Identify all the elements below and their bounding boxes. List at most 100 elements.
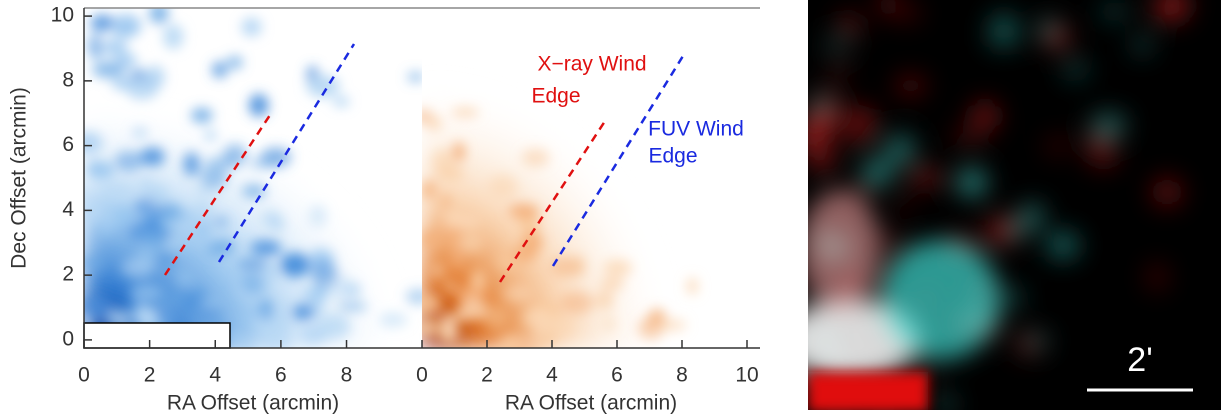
blob <box>1086 137 1112 151</box>
blob <box>854 107 872 132</box>
blob <box>439 168 465 178</box>
blob <box>654 318 687 332</box>
blob <box>881 0 894 16</box>
blob <box>104 204 115 227</box>
y-tick-label: 4 <box>62 198 74 221</box>
blob <box>258 298 274 321</box>
blobs <box>422 107 698 348</box>
blob <box>152 291 186 307</box>
blob <box>488 174 518 200</box>
mask-box <box>83 322 231 349</box>
x-tick-label: 0 <box>416 364 428 387</box>
blob <box>280 252 310 278</box>
blob <box>1065 64 1087 76</box>
blue-map <box>84 8 422 348</box>
blob <box>200 166 228 189</box>
blob <box>810 148 833 171</box>
blob <box>1101 6 1127 18</box>
annotation: Edge <box>531 85 580 108</box>
blob <box>141 177 152 200</box>
scale-label: 2' <box>1127 341 1152 379</box>
fuv-edge-line <box>217 43 356 263</box>
blob <box>512 246 537 262</box>
blob <box>132 128 148 137</box>
blob <box>1150 265 1165 289</box>
blob <box>455 285 487 301</box>
blob <box>85 198 103 224</box>
blob <box>1091 116 1125 134</box>
x-tick-label: 10 <box>735 364 758 387</box>
blob <box>100 184 134 196</box>
blob <box>1089 152 1118 165</box>
blob <box>897 8 920 18</box>
blob <box>84 184 92 203</box>
blob <box>422 325 431 335</box>
blob <box>813 89 845 98</box>
blob <box>103 38 128 57</box>
blob <box>952 131 986 142</box>
blob <box>602 259 632 277</box>
blob <box>1023 205 1042 226</box>
blob <box>163 24 184 50</box>
xray-edge-line <box>163 114 272 276</box>
blob <box>165 235 186 248</box>
blob <box>686 277 698 295</box>
blob <box>1047 139 1068 153</box>
x-tick-label: 4 <box>546 364 558 387</box>
blob <box>223 144 247 167</box>
blob <box>1048 234 1078 256</box>
blob <box>940 392 952 410</box>
y-tick-label: 10 <box>51 4 74 27</box>
blob <box>111 13 142 38</box>
blob <box>211 61 228 78</box>
blob <box>337 301 368 312</box>
blob <box>178 291 209 312</box>
blob <box>84 258 107 267</box>
blob <box>822 40 851 49</box>
blob <box>840 14 859 35</box>
blob <box>1006 289 1019 307</box>
blob <box>426 115 442 131</box>
glow <box>880 240 1000 360</box>
blob <box>833 61 846 78</box>
blob <box>276 298 289 325</box>
x-tick-label: 8 <box>341 364 353 387</box>
blob <box>985 228 1011 247</box>
blob <box>599 277 624 291</box>
blob <box>973 103 997 128</box>
annotation: FUV Wind <box>648 118 744 141</box>
blob <box>482 305 508 330</box>
x-tick-label: 6 <box>611 364 623 387</box>
x-tick-label: 2 <box>481 364 493 387</box>
blob <box>86 161 115 179</box>
x-tick-label: 0 <box>78 364 90 387</box>
color-image <box>808 0 1221 410</box>
blob <box>439 319 459 343</box>
blob <box>90 14 116 32</box>
annotation: Edge <box>648 145 697 168</box>
blob <box>379 312 408 328</box>
blob <box>532 341 544 348</box>
blob <box>422 293 439 314</box>
blob <box>194 200 212 224</box>
blob <box>422 230 443 248</box>
blob <box>240 272 265 296</box>
blob <box>261 210 281 227</box>
blob <box>405 288 422 305</box>
blob <box>881 232 900 252</box>
blob <box>887 136 914 162</box>
blob <box>109 208 135 228</box>
x-tick-label: 6 <box>275 364 287 387</box>
blob <box>1048 27 1068 48</box>
y-tick-label: 6 <box>62 133 74 156</box>
blob <box>241 185 266 198</box>
blob <box>333 96 350 107</box>
blob <box>178 210 197 224</box>
blob <box>603 316 615 331</box>
blob <box>227 56 243 69</box>
blob <box>249 158 276 169</box>
y-tick-label: 2 <box>62 263 74 286</box>
blob <box>87 33 104 58</box>
blob <box>194 186 218 195</box>
blob <box>212 217 230 226</box>
